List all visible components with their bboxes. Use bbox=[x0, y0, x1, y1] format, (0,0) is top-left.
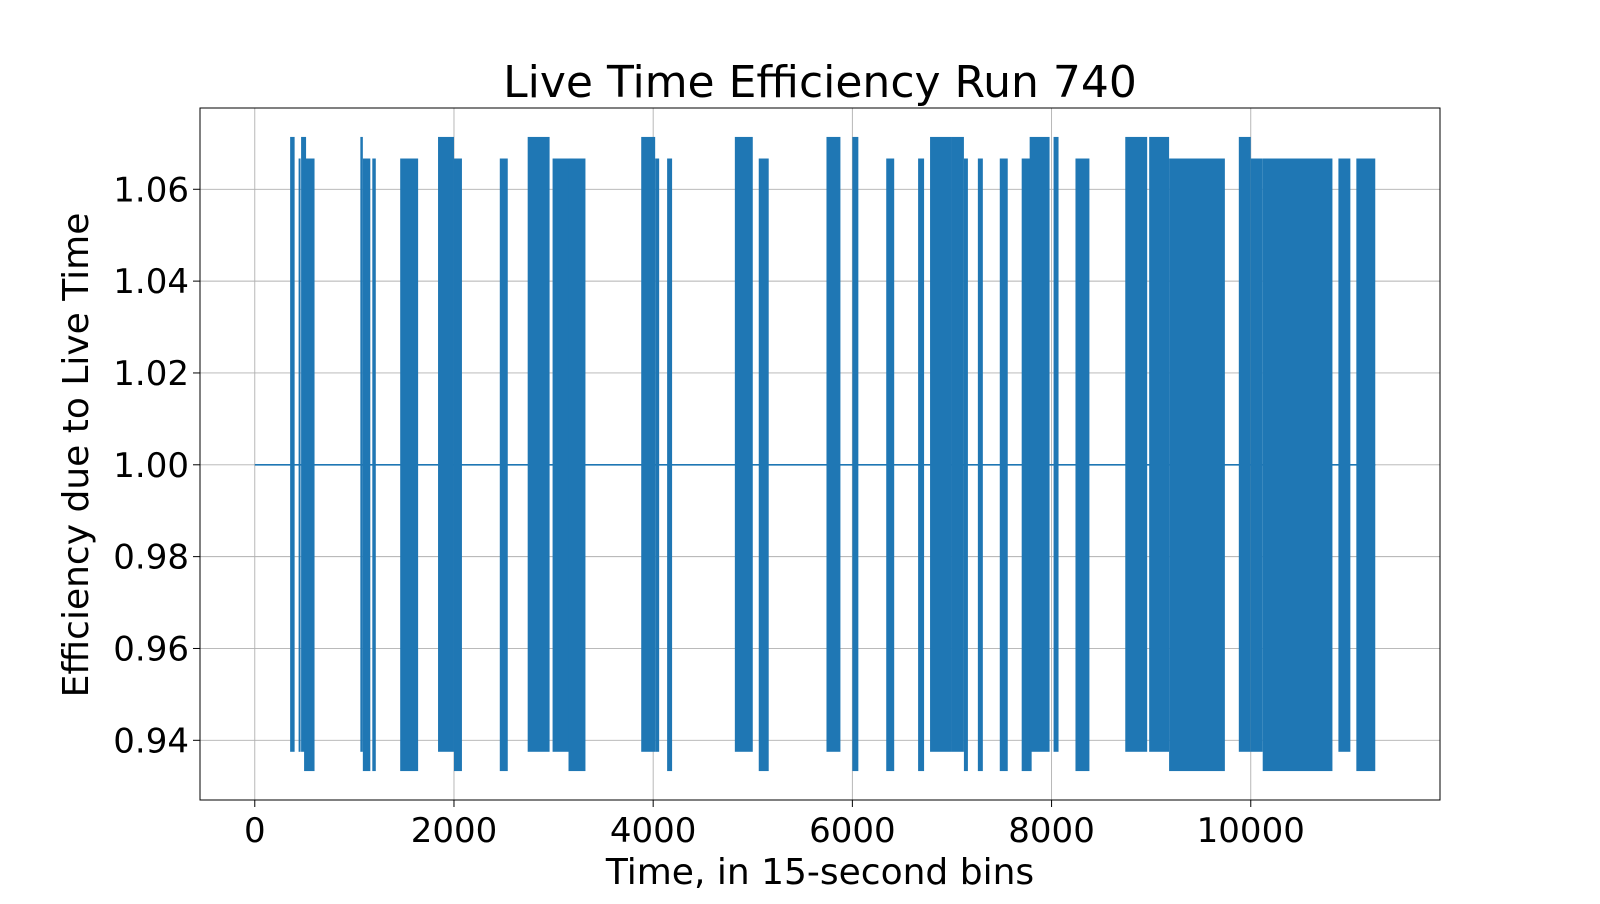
oscillation-burst-23 bbox=[930, 136, 952, 752]
oscillation-burst-12 bbox=[552, 158, 574, 752]
oscillation-burst-26 bbox=[977, 158, 983, 772]
oscillation-burst-19 bbox=[826, 136, 841, 752]
oscillation-burst-0 bbox=[290, 136, 295, 752]
oscillation-burst-22 bbox=[918, 158, 925, 772]
y-tick-label-0: 0.94 bbox=[113, 721, 189, 761]
oscillation-burst-10 bbox=[499, 158, 508, 772]
oscillation-burst-29 bbox=[1029, 136, 1050, 752]
y-tick-label-6: 1.06 bbox=[113, 170, 189, 210]
oscillation-burst-9 bbox=[453, 158, 462, 772]
oscillation-burst-32 bbox=[1125, 136, 1148, 752]
x-tick-label-3: 6000 bbox=[809, 811, 896, 851]
x-axis-label: Time, in 15-second bins bbox=[605, 852, 1034, 893]
x-tick-label-0: 0 bbox=[244, 811, 266, 851]
oscillation-burst-31 bbox=[1075, 158, 1090, 772]
y-tick-label-2: 0.98 bbox=[113, 538, 189, 578]
oscillation-burst-30 bbox=[1053, 136, 1059, 752]
oscillation-burst-3 bbox=[304, 158, 315, 772]
y-axis-label: Efficiency due to Live Time bbox=[56, 213, 97, 698]
y-tick-label-3: 1.00 bbox=[113, 446, 189, 486]
x-tick-label-1: 2000 bbox=[411, 811, 498, 851]
axis-ticks: 0 2000 4000 6000 8000 10000 0.94 0.96 0.98 1.00 1.… bbox=[113, 170, 1305, 851]
oscillation-burst-35 bbox=[1238, 136, 1251, 752]
oscillation-burst-7 bbox=[400, 158, 419, 772]
y-tick-label-1: 0.96 bbox=[113, 629, 189, 669]
plot-area bbox=[254, 136, 1376, 772]
oscillation-burst-34 bbox=[1169, 158, 1225, 772]
oscillation-burst-13 bbox=[568, 158, 586, 772]
x-tick-label-5: 10000 bbox=[1197, 811, 1305, 851]
oscillation-burst-39 bbox=[1356, 158, 1376, 772]
oscillation-burst-1 bbox=[298, 158, 301, 752]
oscillation-burst-5 bbox=[362, 158, 371, 772]
oscillation-burst-15 bbox=[655, 158, 660, 752]
oscillation-burst-11 bbox=[527, 136, 550, 752]
axes-frame bbox=[199, 107, 1441, 801]
oscillation-burst-33 bbox=[1149, 136, 1170, 752]
oscillation-burst-17 bbox=[734, 136, 753, 752]
oscillation-burst-16 bbox=[667, 158, 673, 772]
x-tick-label-2: 4000 bbox=[610, 811, 697, 851]
oscillation-burst-37 bbox=[1262, 158, 1333, 772]
oscillation-burst-28 bbox=[1021, 158, 1032, 772]
oscillation-burst-4 bbox=[360, 136, 363, 752]
oscillation-burst-2 bbox=[301, 136, 307, 752]
oscillation-burst-24 bbox=[951, 136, 964, 752]
x-tick-label-4: 8000 bbox=[1008, 811, 1095, 851]
oscillation-burst-36 bbox=[1250, 158, 1263, 752]
chart-title: Live Time Efficiency Run 740 bbox=[503, 57, 1137, 108]
oscillation-burst-14 bbox=[641, 136, 656, 752]
oscillation-burst-20 bbox=[852, 136, 859, 772]
oscillation-burst-25 bbox=[963, 158, 968, 772]
oscillation-burst-21 bbox=[886, 158, 895, 772]
oscillation-burst-38 bbox=[1338, 158, 1351, 752]
y-tick-label-5: 1.04 bbox=[113, 262, 189, 302]
oscillation-burst-6 bbox=[372, 158, 376, 772]
y-tick-label-4: 1.02 bbox=[113, 354, 189, 394]
oscillation-burst-18 bbox=[758, 158, 769, 772]
oscillation-burst-27 bbox=[999, 158, 1008, 772]
oscillation-burst-8 bbox=[438, 136, 454, 752]
